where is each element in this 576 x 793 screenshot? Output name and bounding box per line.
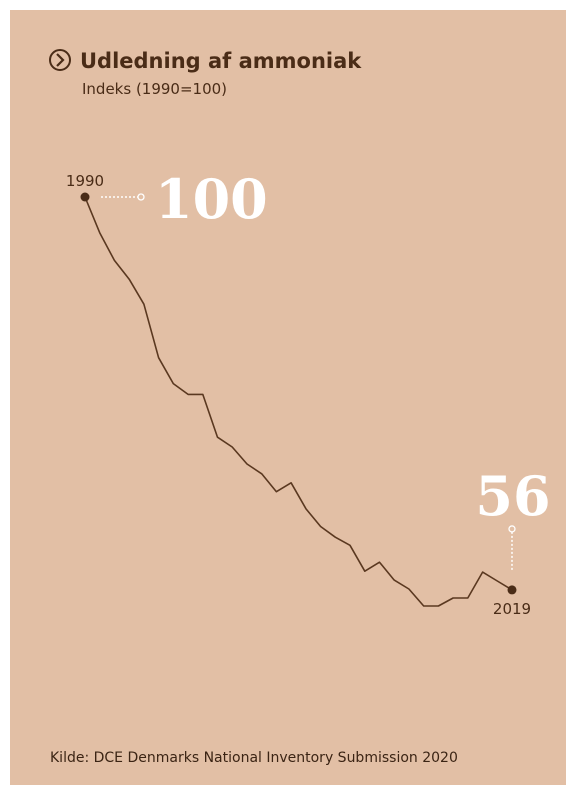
title-icon — [49, 49, 71, 71]
end-value: 56 — [475, 464, 550, 528]
start-point — [80, 192, 90, 202]
end-point — [507, 585, 517, 595]
end-year: 2019 — [493, 600, 531, 618]
panel — [10, 10, 566, 785]
chart-subtitle: Indeks (1990=100) — [82, 80, 227, 98]
start-leader-end — [137, 193, 145, 201]
line — [84, 196, 513, 607]
end-leader-end — [508, 525, 516, 533]
start-value: 100 — [155, 167, 268, 231]
chart-title: Udledning af ammoniak — [80, 49, 362, 73]
start-year: 1990 — [66, 172, 104, 190]
source: Kilde: DCE Denmarks National Inventory S… — [50, 750, 458, 766]
